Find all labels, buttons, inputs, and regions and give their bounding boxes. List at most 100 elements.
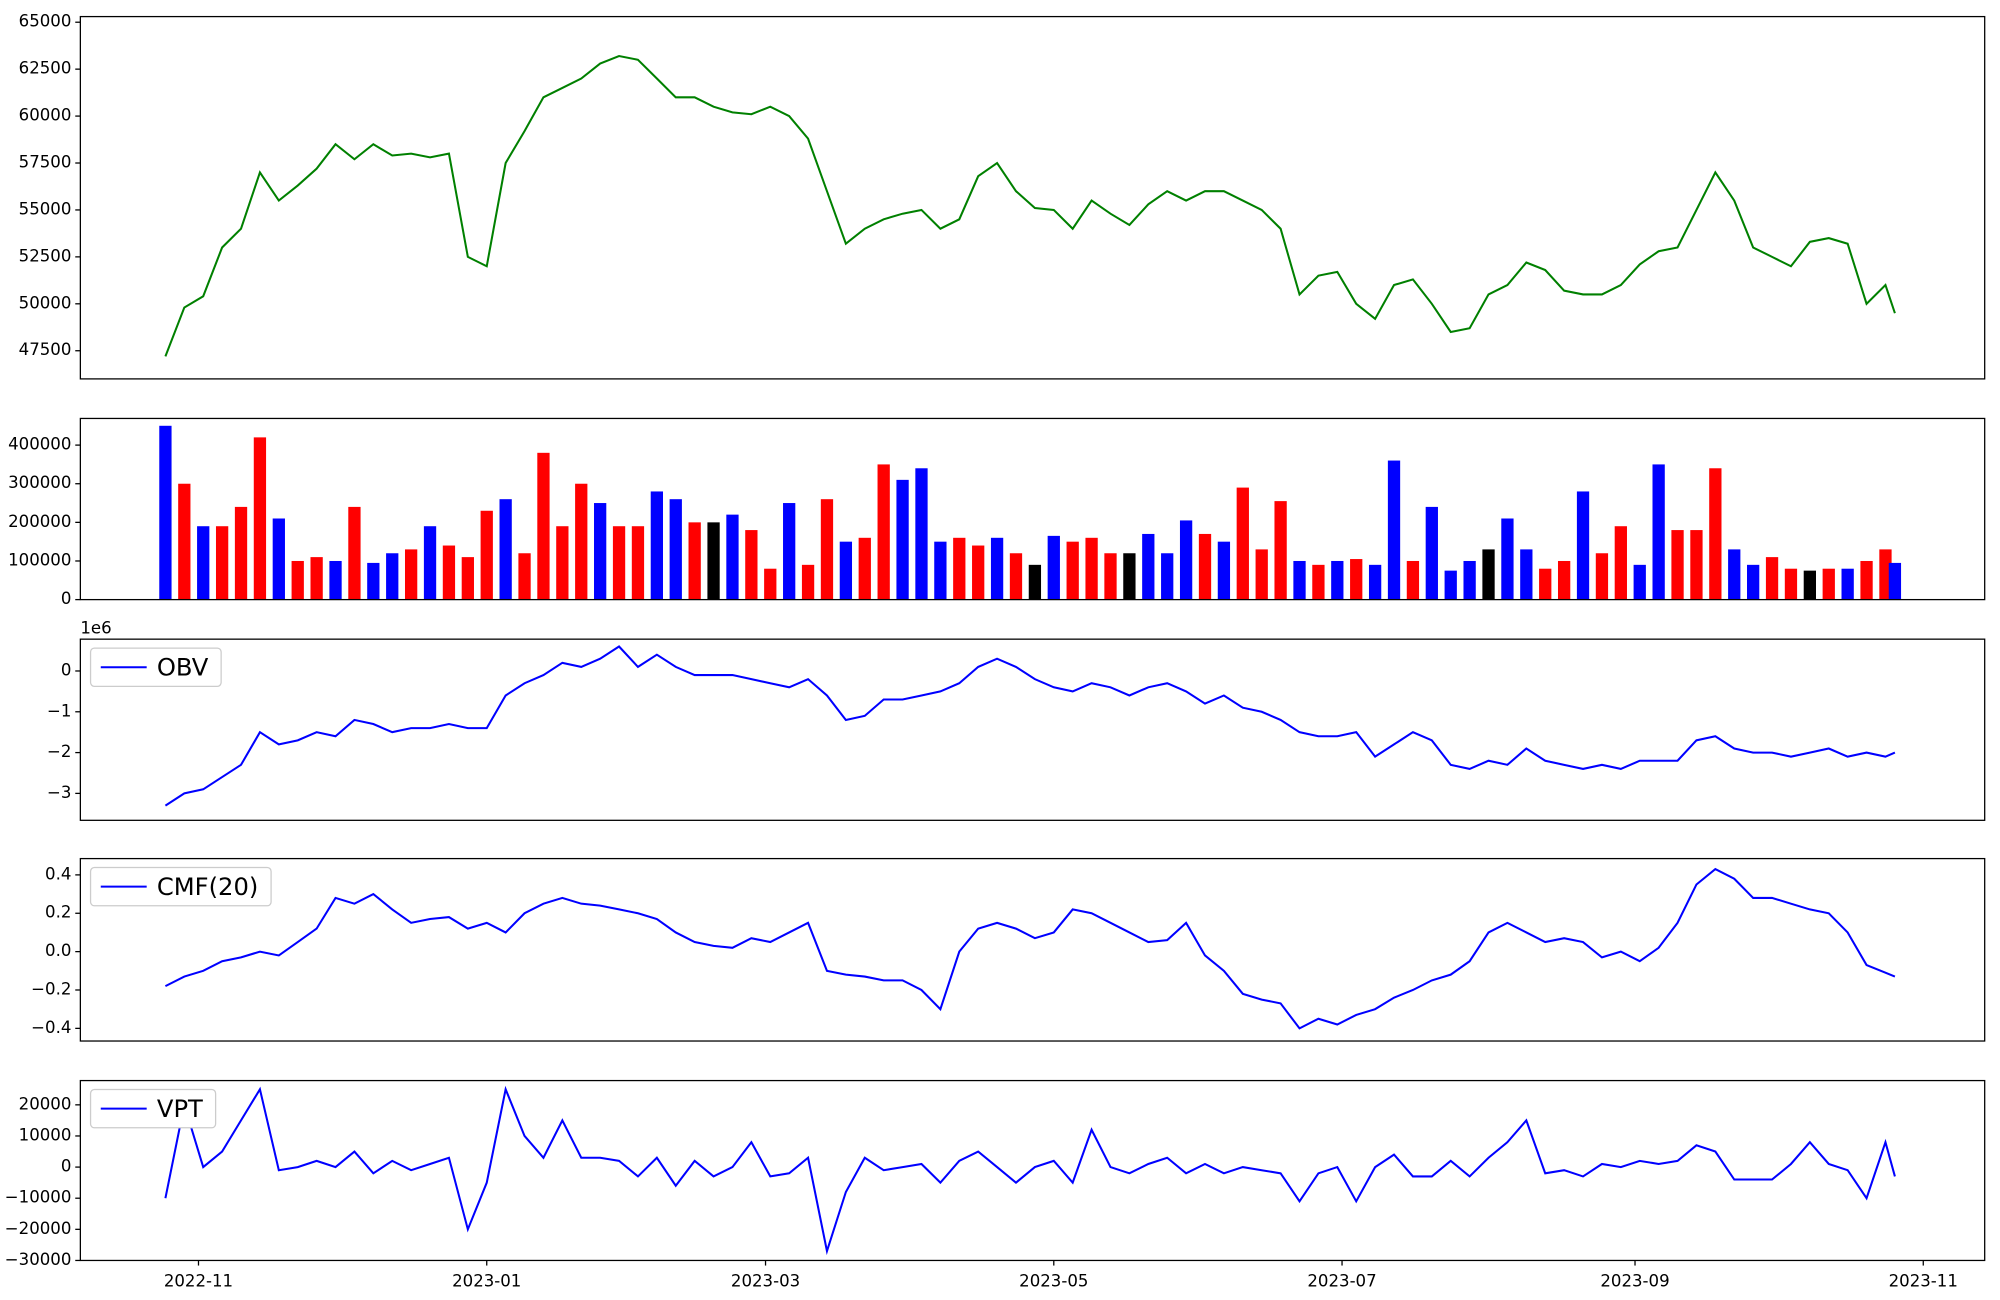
bar <box>537 452 550 600</box>
bar <box>1614 526 1627 600</box>
bar <box>1803 570 1816 600</box>
plot-area <box>164 1085 1896 1256</box>
legend: VPT <box>89 1088 217 1129</box>
y-tick-label: 0 <box>61 589 72 608</box>
bar <box>1501 518 1514 600</box>
bar <box>1595 553 1609 600</box>
bar <box>1463 560 1476 600</box>
bar <box>575 483 588 600</box>
bar <box>423 526 437 600</box>
panel: −30000 −20000 −10000 0 10000 20000 2022-11 2023… <box>5 1079 1986 1291</box>
x-tick-label: 2023-07 <box>1307 1272 1376 1291</box>
bar <box>1066 541 1079 600</box>
bar <box>1312 564 1325 600</box>
y-tick-label: 47500 <box>19 340 72 359</box>
legend: CMF(20) <box>89 866 272 907</box>
y-tick-label: 100000 <box>8 550 71 569</box>
bar <box>1671 530 1684 600</box>
bar <box>1009 553 1023 600</box>
bar <box>1179 520 1193 600</box>
bar <box>1047 535 1060 600</box>
bar <box>1747 564 1760 600</box>
y-tick-label: 20000 <box>19 1094 72 1113</box>
bar <box>1331 560 1344 600</box>
y-tick-label: 0.2 <box>45 903 71 922</box>
bar <box>1350 559 1363 600</box>
bar <box>1104 553 1117 600</box>
bar <box>461 557 474 600</box>
bar <box>745 530 758 600</box>
bar <box>1888 562 1902 600</box>
panel: 0 100000 200000 300000 400000 <box>8 417 1986 608</box>
bar <box>1028 564 1042 600</box>
y-tick-label: 60000 <box>19 106 72 125</box>
bar <box>499 499 512 600</box>
bar <box>858 537 871 600</box>
bar <box>1482 549 1495 600</box>
bar <box>1198 533 1212 600</box>
bar <box>253 437 267 600</box>
bar <box>1520 549 1533 600</box>
panel: 47500 50000 52500 55000 57500 60000 62500 65000 <box>19 12 1986 380</box>
bar <box>820 499 834 600</box>
line <box>164 54 1896 357</box>
legend: OBV <box>89 647 222 687</box>
bar <box>1765 557 1779 600</box>
bar <box>726 514 739 600</box>
frame <box>79 15 1986 380</box>
y-tick-label: −0.2 <box>31 979 71 998</box>
bar <box>1161 553 1174 600</box>
bar <box>386 553 399 600</box>
legend-box <box>89 1088 217 1129</box>
bar <box>480 510 493 600</box>
bar <box>197 526 210 600</box>
y-tick-label: 62500 <box>19 59 72 78</box>
bar <box>518 553 531 600</box>
bar <box>367 562 380 600</box>
bar <box>348 506 361 600</box>
bar <box>272 518 285 600</box>
bar <box>1728 549 1741 600</box>
bar <box>1387 460 1401 600</box>
bar <box>669 499 682 600</box>
legend-label: OBV <box>157 653 209 681</box>
bar <box>953 537 966 600</box>
bar <box>1576 491 1590 600</box>
legend-box <box>89 647 222 687</box>
bar <box>877 464 890 600</box>
bar <box>1142 533 1155 600</box>
x-tick-label: 2023-09 <box>1600 1272 1669 1291</box>
y-tick-label: 55000 <box>19 199 72 218</box>
y-tick-label: 57500 <box>19 153 72 172</box>
bar <box>990 537 1004 600</box>
y-tick-label: 65000 <box>19 12 72 31</box>
line <box>164 1085 1896 1256</box>
x-tick-label: 2023-05 <box>1019 1272 1088 1291</box>
y-tick-label: −10000 <box>5 1188 72 1207</box>
bar <box>215 526 229 600</box>
plot-area <box>164 645 1896 807</box>
bar <box>650 491 663 600</box>
bar <box>1217 541 1231 600</box>
bar <box>1425 506 1438 600</box>
bar <box>556 526 569 600</box>
bar <box>783 503 796 600</box>
bar <box>764 568 777 600</box>
bar <box>291 560 304 600</box>
y-tick-label: −1 <box>47 701 71 720</box>
bar <box>1841 568 1854 600</box>
bar <box>1860 560 1873 600</box>
bar <box>1293 560 1306 600</box>
plot-area <box>164 54 1896 357</box>
frame <box>79 1079 1986 1262</box>
x-tick-label: 2023-01 <box>452 1272 521 1291</box>
y-tick-label: 10000 <box>19 1125 72 1144</box>
bar <box>329 560 342 600</box>
bar <box>1822 568 1835 600</box>
line <box>164 645 1896 807</box>
y-tick-label: −20000 <box>5 1219 72 1238</box>
bar <box>1690 530 1703 600</box>
line <box>164 867 1896 1030</box>
frame <box>79 417 1986 601</box>
